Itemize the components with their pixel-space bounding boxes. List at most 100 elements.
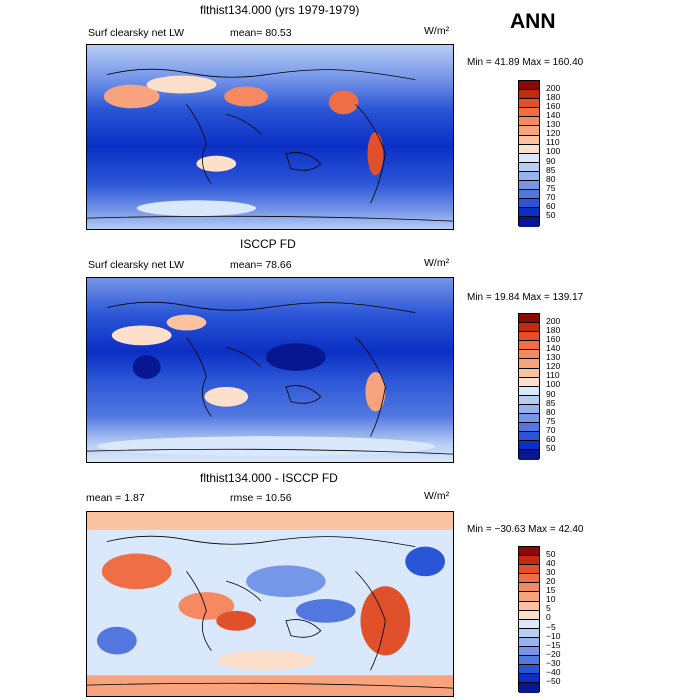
panel1-cbar-swatch — [519, 217, 539, 227]
panel2-cbar-swatch — [519, 432, 539, 442]
panel1-cbar-label: 75 — [546, 183, 556, 193]
panel2-cbar-label: 60 — [546, 434, 556, 444]
panel3-cbar-swatch — [519, 637, 539, 648]
panel1-cbar-swatch — [519, 99, 539, 109]
panel1-cbar-swatch — [519, 208, 539, 218]
panel2-cbar-swatch — [519, 386, 539, 396]
panel3-cbar-swatch — [519, 610, 539, 620]
panel2-cbar-label: 50 — [546, 443, 556, 453]
panel1-cbar-label: 160 — [546, 101, 561, 111]
panel1-minmax: Min = 41.89 Max = 160.40 — [467, 57, 584, 68]
panel2-cbar-label: 140 — [546, 343, 561, 353]
panel3-cbar-swatch — [519, 674, 539, 684]
panel2-cbar-swatch — [519, 332, 539, 342]
panel3-cbar-swatch — [519, 574, 539, 584]
panel3-cbar-label: 10 — [546, 594, 556, 604]
panel2-cbar-label: 120 — [546, 361, 561, 371]
panel3-cbar-swatch — [519, 628, 539, 638]
panel1-title: flthist134.000 (yrs 1979-1979) — [200, 3, 360, 17]
panel2-map — [86, 277, 454, 463]
panel3-cbar-swatch — [519, 656, 539, 666]
panel2-cbar-label: 180 — [546, 325, 561, 335]
panel2-cbar-swatch — [519, 314, 539, 324]
panel2-colorbar — [518, 313, 540, 460]
panel2-map-field — [87, 278, 453, 462]
panel1-cbar-label: 180 — [546, 92, 561, 102]
panel3-mean-label: mean = 1.87 — [86, 492, 145, 504]
panel1-cbar-label: 50 — [546, 210, 556, 220]
panel3-rmse-label: rmse = 10.56 — [230, 492, 292, 504]
panel1-cbar-label: 90 — [546, 156, 556, 166]
panel3-cbar-swatch — [519, 547, 539, 557]
panel2-cbar-swatch — [519, 359, 539, 369]
panel2-cbar-swatch — [519, 377, 539, 387]
panel1-cbar-swatch — [519, 90, 539, 100]
panel3-cbar-label: −10 — [546, 631, 561, 641]
panel1-colorbar — [518, 80, 540, 227]
panel2-cbar-swatch — [519, 350, 539, 360]
panel3-title: flthist134.000 - ISCCP FD — [200, 471, 338, 485]
panel3-cbar-label: −15 — [546, 640, 561, 650]
panel2-title: ISCCP FD — [240, 237, 296, 251]
panel3-cbar-label: −20 — [546, 649, 561, 659]
panel3-cbar-swatch — [519, 556, 539, 566]
panel3-cbar-label: 40 — [546, 558, 556, 568]
panel1-cbar-swatch — [519, 162, 539, 172]
panel3-minmax: Min = −30.63 Max = 42.40 — [467, 524, 584, 535]
panel1-cbar-label: 85 — [546, 165, 556, 175]
panel3-cbar-swatch — [519, 583, 539, 593]
panel2-cbar-swatch — [519, 450, 539, 460]
panel1-cbar-swatch — [519, 153, 539, 163]
panel2-cbar-swatch — [519, 323, 539, 333]
panel3-cbar-label: −50 — [546, 676, 561, 686]
panel3-map-field — [87, 512, 453, 696]
panel3-cbar-label: 50 — [546, 549, 556, 559]
panel3-cbar-swatch — [519, 592, 539, 602]
panel3-map — [86, 511, 454, 697]
panel2-cbar-swatch — [519, 414, 539, 424]
panel1-cbar-label: 70 — [546, 192, 556, 202]
panel3-cbar-label: 15 — [546, 585, 556, 595]
panel2-cbar-label: 130 — [546, 352, 561, 362]
panel2-cbar-swatch — [519, 423, 539, 433]
panel1-cbar-swatch — [519, 81, 539, 91]
panel2-minmax: Min = 19.84 Max = 139.17 — [467, 292, 584, 303]
panel2-cbar-label: 70 — [546, 425, 556, 435]
panel1-cbar-label: 100 — [546, 146, 561, 156]
panel3-cbar-swatch — [519, 665, 539, 675]
panel3-colorbar — [518, 546, 540, 693]
panel1-cbar-label: 110 — [546, 137, 560, 147]
panel2-cbar-label: 100 — [546, 379, 561, 389]
panel2-mean-label: mean= 78.66 — [230, 259, 292, 271]
panel2-cbar-label: 200 — [546, 316, 561, 326]
panel2-cbar-label: 85 — [546, 398, 556, 408]
panel3-cbar-label: −40 — [546, 667, 561, 677]
panel2-cbar-swatch — [519, 368, 539, 378]
panel1-cbar-swatch — [519, 190, 539, 200]
panel3-cbar-label: −30 — [546, 658, 561, 668]
panel2-cbar-label: 75 — [546, 416, 556, 426]
panel1-cbar-swatch — [519, 171, 539, 182]
panel2-cbar-swatch — [519, 404, 539, 415]
panel1-left-label: Surf clearsky net LW — [88, 27, 185, 39]
panel3-cbar-swatch — [519, 647, 539, 657]
panel2-cbar-swatch — [519, 441, 539, 451]
panel2-cbar-label: 80 — [546, 407, 556, 417]
panel1-map-field — [87, 45, 453, 229]
panel1-cbar-swatch — [519, 126, 539, 136]
panel1-cbar-swatch — [519, 181, 539, 191]
panel3-cbar-label: 30 — [546, 567, 556, 577]
panel2-cbar-swatch — [519, 341, 539, 351]
panel2-cbar-label: 90 — [546, 389, 556, 399]
panel3-units: W/m² — [424, 490, 450, 502]
panel1-units: W/m² — [424, 25, 450, 37]
panel1-cbar-swatch — [519, 144, 539, 154]
panel3-cbar-swatch — [519, 565, 539, 575]
panel1-cbar-swatch — [519, 199, 539, 209]
season-label: ANN — [510, 10, 556, 33]
panel1-cbar-label: 60 — [546, 201, 556, 211]
panel1-cbar-label: 140 — [546, 110, 561, 120]
panel1-cbar-label: 130 — [546, 119, 561, 129]
panel1-cbar-swatch — [519, 117, 539, 127]
panel1-mean-label: mean= 80.53 — [230, 27, 292, 39]
